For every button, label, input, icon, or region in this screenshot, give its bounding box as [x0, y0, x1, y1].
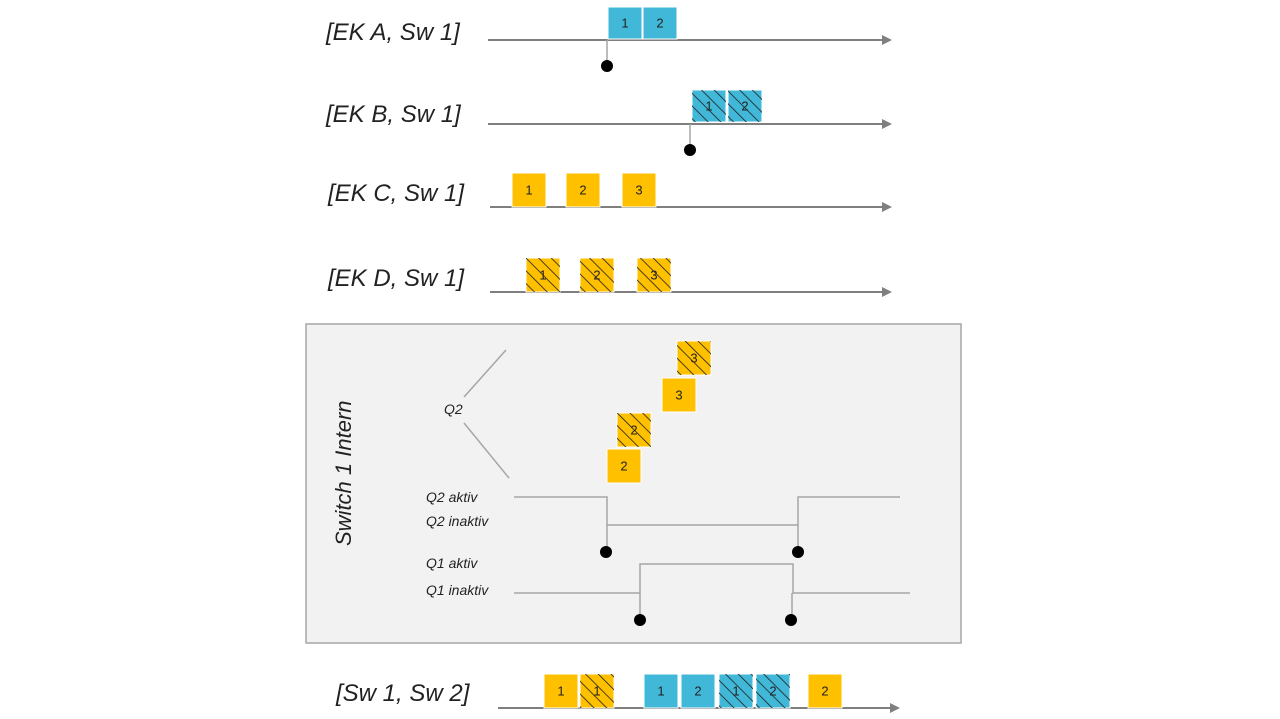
frame-number: 1 [705, 98, 712, 113]
queue-label-q2: Q2 [444, 401, 463, 417]
q1-state-signal [514, 563, 910, 594]
frame-box [543, 673, 579, 709]
row-label-ek-b: [EK B, Sw 1] [325, 101, 462, 128]
frame-box-hatch [526, 258, 560, 292]
q2-event-dot-off [600, 546, 612, 558]
q2-active-label: Q2 aktiv [426, 489, 478, 505]
frame-box [511, 172, 547, 208]
frame-box [661, 377, 697, 413]
frame-number: 2 [694, 683, 701, 698]
q1-active-label: Q1 aktiv [426, 555, 478, 571]
frames-sw1-sw2: 1 1 1 2 1 2 2 [543, 673, 843, 709]
queue-bracket-lower [463, 422, 510, 479]
frame-number: 1 [657, 683, 664, 698]
frame-box-hatch [756, 674, 790, 708]
q2-event-dot-on [792, 546, 804, 558]
frame-box [606, 448, 642, 484]
frame-number: 1 [525, 182, 532, 197]
q1-event-dot-on [634, 614, 646, 626]
frame-number: 1 [593, 683, 600, 698]
frame-number: 3 [650, 267, 657, 282]
frames-queue-q2: 3 3 2 2 [606, 340, 712, 484]
frame-box [607, 6, 643, 40]
frame-box-hatch [617, 413, 651, 447]
frame-box [565, 172, 601, 208]
q2-state-signal [514, 496, 900, 526]
frame-box-hatch [692, 90, 726, 122]
row-label-ek-d: [EK D, Sw 1] [327, 265, 465, 292]
frame-number: 1 [621, 15, 628, 30]
frame-box [621, 172, 657, 208]
frame-number: 3 [675, 387, 682, 402]
frame-box-hatch [719, 674, 753, 708]
frame-box [643, 673, 679, 709]
frame-number: 2 [630, 422, 637, 437]
frame-box-hatch [677, 341, 711, 375]
frame-box [680, 673, 716, 709]
row-label-ek-c: [EK C, Sw 1] [327, 180, 465, 207]
frame-number: 3 [635, 182, 642, 197]
q1-event-dot-off [785, 614, 797, 626]
frame-box-hatch [580, 258, 614, 292]
event-dot-ek-b [684, 144, 696, 156]
frame-number: 2 [593, 267, 600, 282]
frame-number: 1 [732, 683, 739, 698]
row-label-ek-a: [EK A, Sw 1] [325, 19, 461, 46]
event-dot-ek-a [601, 60, 613, 72]
frames-ek-c: 1 2 3 [511, 172, 657, 208]
frame-number: 2 [620, 458, 627, 473]
q1-inactive-label: Q1 inaktiv [426, 582, 489, 598]
frame-number: 2 [656, 15, 663, 30]
row-label-sw1-sw2: [Sw 1, Sw 2] [335, 680, 471, 707]
frame-box-hatch [580, 674, 614, 708]
q2-inactive-label: Q2 inaktiv [426, 513, 489, 529]
frame-number: 2 [821, 683, 828, 698]
frame-number: 2 [579, 182, 586, 197]
frame-box-hatch [728, 90, 762, 122]
switch-panel-title: Switch 1 Intern [331, 400, 356, 546]
frame-box [642, 6, 678, 40]
frame-box-hatch [637, 258, 671, 292]
frame-number: 3 [690, 350, 697, 365]
frames-ek-d: 1 2 3 [525, 257, 672, 293]
frame-box [807, 673, 843, 709]
frame-number: 1 [539, 267, 546, 282]
frame-number: 2 [741, 98, 748, 113]
frame-number: 2 [769, 683, 776, 698]
queue-bracket-upper [463, 349, 507, 398]
frame-number: 1 [557, 683, 564, 698]
